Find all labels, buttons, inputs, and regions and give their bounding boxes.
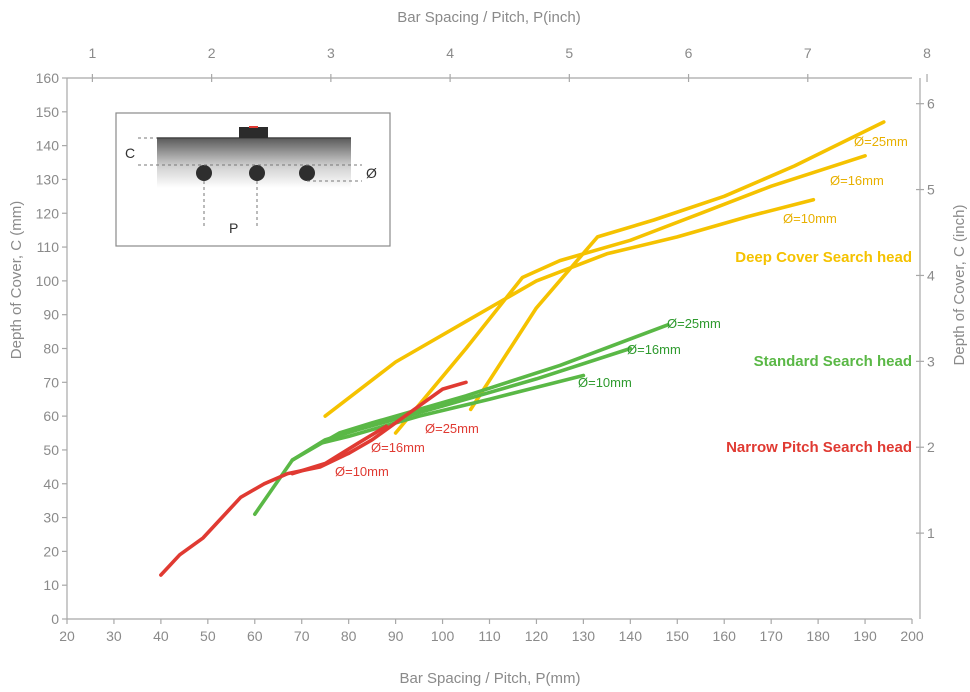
annotation-standard-10mm: Ø=10mm [578,375,632,390]
inset-search-head [239,127,268,138]
y-right-tick-label: 4 [927,267,935,283]
y-left-tick-label: 20 [43,543,59,559]
y-right-tick-label: 2 [927,439,935,455]
y-left-tick-label: 30 [43,510,59,526]
y-right-tick-label: 6 [927,96,935,112]
inset-label-cover: C [125,145,135,161]
x-bottom-tick-label: 110 [478,628,501,644]
x-bottom-tick-label: 80 [341,628,357,644]
y-right-tick-label: 3 [927,353,935,369]
x-bottom-tick-label: 140 [619,628,643,644]
series-line-narrow-pitch-search-head25mm [346,380,468,456]
x-bottom-tick-label: 30 [106,628,122,644]
y-left-tick-label: 150 [36,104,60,120]
inset-bar-3 [299,165,315,181]
y-left-tick-label: 40 [43,476,59,492]
inset-bar-2 [249,165,265,181]
inset-bar-1 [196,165,212,181]
y-right-tick-label: 1 [927,525,935,541]
y-left-tick-label: 50 [43,442,59,458]
x-top-tick-label: 6 [685,45,693,61]
x-top-tick-label: 4 [446,45,454,61]
group-label-standard: Standard Search head [754,353,912,370]
annotation-deep-25mm: Ø=25mm [854,134,908,149]
y-left-tick-label: 0 [51,611,59,627]
y-right-tick-label: 5 [927,182,935,198]
y-left-tick-label: 90 [43,307,59,323]
x-top-tick-label: 5 [565,45,573,61]
x-bottom-tick-label: 70 [294,628,310,644]
y-left-tick-label: 130 [36,171,60,187]
y-left-axis-title: Depth of Cover, C (mm) [8,201,25,359]
series-line-deep-cover-search-head10mm [323,197,816,418]
annotation-deep-16mm: Ø=16mm [830,173,884,188]
annotations: Ø=25mm Ø=16mm Ø=10mm Deep Cover Search h… [335,134,912,479]
inset-label-diameter: Ø [366,165,377,181]
y-left-ticks: 0 10 20 30 40 50 60 70 80 90 100 110 120 130 140 150 160 [36,70,67,627]
annotation-narrow-10mm: Ø=10mm [335,464,389,479]
y-left-tick-label: 70 [43,374,59,390]
inset-diagram: C Ø P [115,112,391,247]
x-bottom-tick-label: 120 [525,628,549,644]
series-line-deep-cover-search-head25mm [468,120,886,412]
y-right-ticks: 1 2 3 4 5 6 [916,96,935,541]
annotation-narrow-25mm: Ø=25mm [425,421,479,436]
y-left-tick-label: 10 [43,577,59,593]
x-top-ticks: 1 2 3 4 5 6 7 8 [88,45,931,82]
x-top-tick-label: 7 [804,45,812,61]
x-top-tick-label: 3 [327,45,335,61]
series-line-deep-cover-search-head16mm [393,154,867,435]
group-label-deep-cover: Deep Cover Search head [735,249,912,266]
inset-label-pitch: P [229,220,238,236]
y-left-tick-label: 60 [43,408,59,424]
x-bottom-tick-label: 60 [247,628,263,644]
x-top-tick-label: 2 [208,45,216,61]
x-bottom-axis-title: Bar Spacing / Pitch, P(mm) [400,670,581,687]
x-bottom-tick-label: 190 [853,628,877,644]
inset-search-head-marker [249,126,258,128]
x-bottom-tick-label: 200 [900,628,924,644]
x-bottom-tick-label: 20 [59,628,75,644]
x-bottom-tick-label: 90 [388,628,404,644]
x-bottom-tick-label: 50 [200,628,216,644]
y-left-tick-label: 80 [43,341,59,357]
x-bottom-tick-label: 180 [806,628,830,644]
y-right-axis-title: Depth of Cover, C (inch) [951,205,968,366]
x-bottom-tick-label: 100 [431,628,455,644]
y-left-tick-label: 110 [37,239,60,255]
annotation-standard-25mm: Ø=25mm [667,316,721,331]
group-label-narrow-pitch: Narrow Pitch Search head [726,439,912,456]
series-layer [159,120,886,577]
x-top-tick-label: 8 [923,45,931,61]
series-line-narrow-pitch-search-head16mm [290,424,388,476]
annotation-deep-10mm: Ø=10mm [783,211,837,226]
x-bottom-tick-label: 170 [759,628,783,644]
annotation-narrow-16mm: Ø=16mm [371,440,425,455]
y-left-tick-label: 120 [36,205,60,221]
x-bottom-tick-label: 150 [666,628,690,644]
x-top-tick-label: 1 [88,45,96,61]
x-bottom-tick-label: 40 [153,628,169,644]
x-bottom-ticks: 20 30 40 50 60 70 80 90 100 110 120 130 140 150 160 170… [59,619,924,644]
x-bottom-tick-label: 130 [572,628,596,644]
y-left-tick-label: 140 [36,138,60,154]
x-bottom-tick-label: 160 [713,628,737,644]
series-line-standard-search-head25mm [290,323,670,462]
y-left-tick-label: 160 [36,70,60,86]
annotation-standard-16mm: Ø=16mm [627,342,681,357]
y-left-tick-label: 100 [36,273,60,289]
x-top-axis-title: Bar Spacing / Pitch, P(inch) [397,9,580,26]
